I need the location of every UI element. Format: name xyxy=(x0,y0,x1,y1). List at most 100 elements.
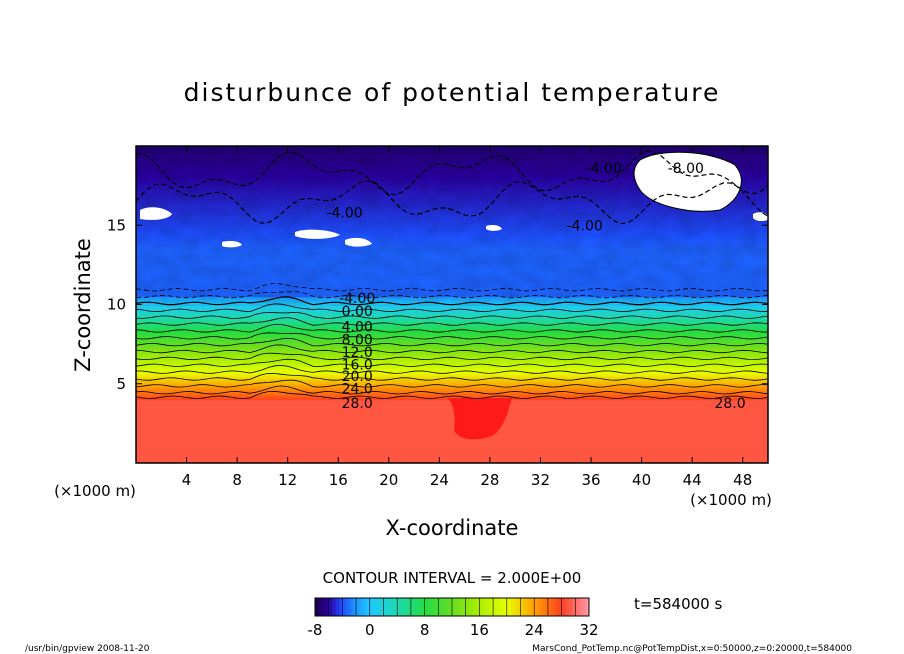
colorbar-tick-label: 8 xyxy=(420,621,430,639)
contour-line xyxy=(136,180,768,225)
color-band xyxy=(136,435,768,438)
color-band xyxy=(136,310,768,314)
colorbar-cell xyxy=(349,598,354,616)
colorbar-cell xyxy=(571,598,576,616)
colorbar-cell xyxy=(383,598,388,616)
colorbar-cell xyxy=(352,598,357,616)
colorbar-cell xyxy=(530,598,535,616)
colorbar-frame xyxy=(314,597,590,617)
x-tick-label: 16 xyxy=(329,471,348,489)
colorbar-cell xyxy=(499,598,504,616)
color-band xyxy=(136,431,768,434)
color-band xyxy=(136,445,768,448)
contour-line xyxy=(136,379,768,388)
contour-label: -4.00 xyxy=(567,218,603,234)
colorbar-cell xyxy=(325,598,330,616)
color-band xyxy=(136,379,768,383)
colorbar-cell xyxy=(338,598,343,616)
color-band xyxy=(136,326,768,329)
color-band xyxy=(136,318,768,321)
contour-line xyxy=(136,337,768,347)
colorbar-cell xyxy=(335,598,340,616)
contour-line xyxy=(136,352,768,361)
color-band xyxy=(136,338,768,341)
color-band xyxy=(136,328,768,331)
color-band xyxy=(136,342,768,345)
color-band xyxy=(136,369,768,373)
contour-label: 16.0 xyxy=(342,358,373,374)
colorbar-cell xyxy=(465,598,470,616)
contour-line xyxy=(136,323,768,333)
colorbar-cell xyxy=(493,598,497,616)
colorbar-cell xyxy=(482,598,487,616)
colorbar-cell xyxy=(328,598,333,616)
x-axis-label: X-coordinate xyxy=(386,516,519,540)
colorbar-cell xyxy=(496,598,501,616)
colorbar-cell xyxy=(345,598,350,616)
color-band xyxy=(136,409,768,413)
contour-line xyxy=(136,317,768,326)
contour-label: 4.00 xyxy=(342,320,373,336)
colorbar-tick-label: 24 xyxy=(525,621,544,639)
color-band xyxy=(136,447,768,450)
colorbar-cell xyxy=(397,598,402,616)
contour-label: 28.0 xyxy=(714,396,745,412)
white-region xyxy=(140,207,172,220)
contour-label: -4.00 xyxy=(339,291,375,307)
y-tick-label: 15 xyxy=(107,216,126,234)
color-band xyxy=(136,361,768,365)
color-band xyxy=(136,391,768,395)
y-tick-label: 10 xyxy=(107,296,126,314)
colorbar-ticks: -8 0 8 16 24 32 xyxy=(308,621,599,639)
colorbar-cell xyxy=(523,598,528,616)
color-band xyxy=(136,334,768,337)
colorbar-cell xyxy=(458,598,463,616)
contour-line xyxy=(136,150,768,196)
colorbar-cell xyxy=(582,598,586,616)
colorbar-cell xyxy=(558,598,562,616)
contour-line xyxy=(136,385,768,395)
color-band xyxy=(136,421,768,424)
color-band xyxy=(136,352,768,355)
colorbar-cell xyxy=(551,598,556,616)
x-axis: 4 8 12 16 20 24 28 32 36 40 44 48 xyxy=(182,146,752,489)
contour-lines xyxy=(136,150,768,399)
colorbar-cell xyxy=(547,598,552,616)
white-region xyxy=(222,241,242,248)
color-band xyxy=(136,395,768,399)
color-band xyxy=(136,348,768,351)
colorbar-cell xyxy=(565,598,569,616)
color-band xyxy=(136,359,768,363)
x-tick-label: 44 xyxy=(683,471,702,489)
colorbar-cell xyxy=(561,598,566,616)
color-band xyxy=(136,437,768,440)
color-band xyxy=(136,365,768,369)
color-band xyxy=(136,433,768,436)
color-band xyxy=(136,332,768,335)
x-tick-label: 28 xyxy=(480,471,499,489)
colorbar-cell xyxy=(414,598,419,616)
colorbar-cell xyxy=(527,598,532,616)
colorbar-cell xyxy=(417,598,422,616)
x-tick-label: 24 xyxy=(430,471,449,489)
colorbar-cell xyxy=(380,598,384,616)
colorbar-cell xyxy=(428,598,432,616)
x-tick-label: 40 xyxy=(632,471,651,489)
colorbar-stripes xyxy=(314,598,590,616)
chart-title: disturbunce of potential temperature xyxy=(184,78,721,107)
colorbar-cell xyxy=(455,598,460,616)
contour-label: 8.00 xyxy=(342,332,373,348)
colorbar-cell xyxy=(424,598,429,616)
color-band xyxy=(136,459,768,462)
colorbar-tick-label: 16 xyxy=(470,621,489,639)
color-band xyxy=(136,316,768,319)
color-band xyxy=(136,419,768,422)
color-band xyxy=(136,441,768,444)
color-band xyxy=(136,443,768,446)
colorbar-cell xyxy=(332,598,336,616)
color-band xyxy=(136,367,768,371)
white-region xyxy=(486,225,502,231)
color-band xyxy=(136,407,768,411)
contour-line xyxy=(136,312,768,319)
